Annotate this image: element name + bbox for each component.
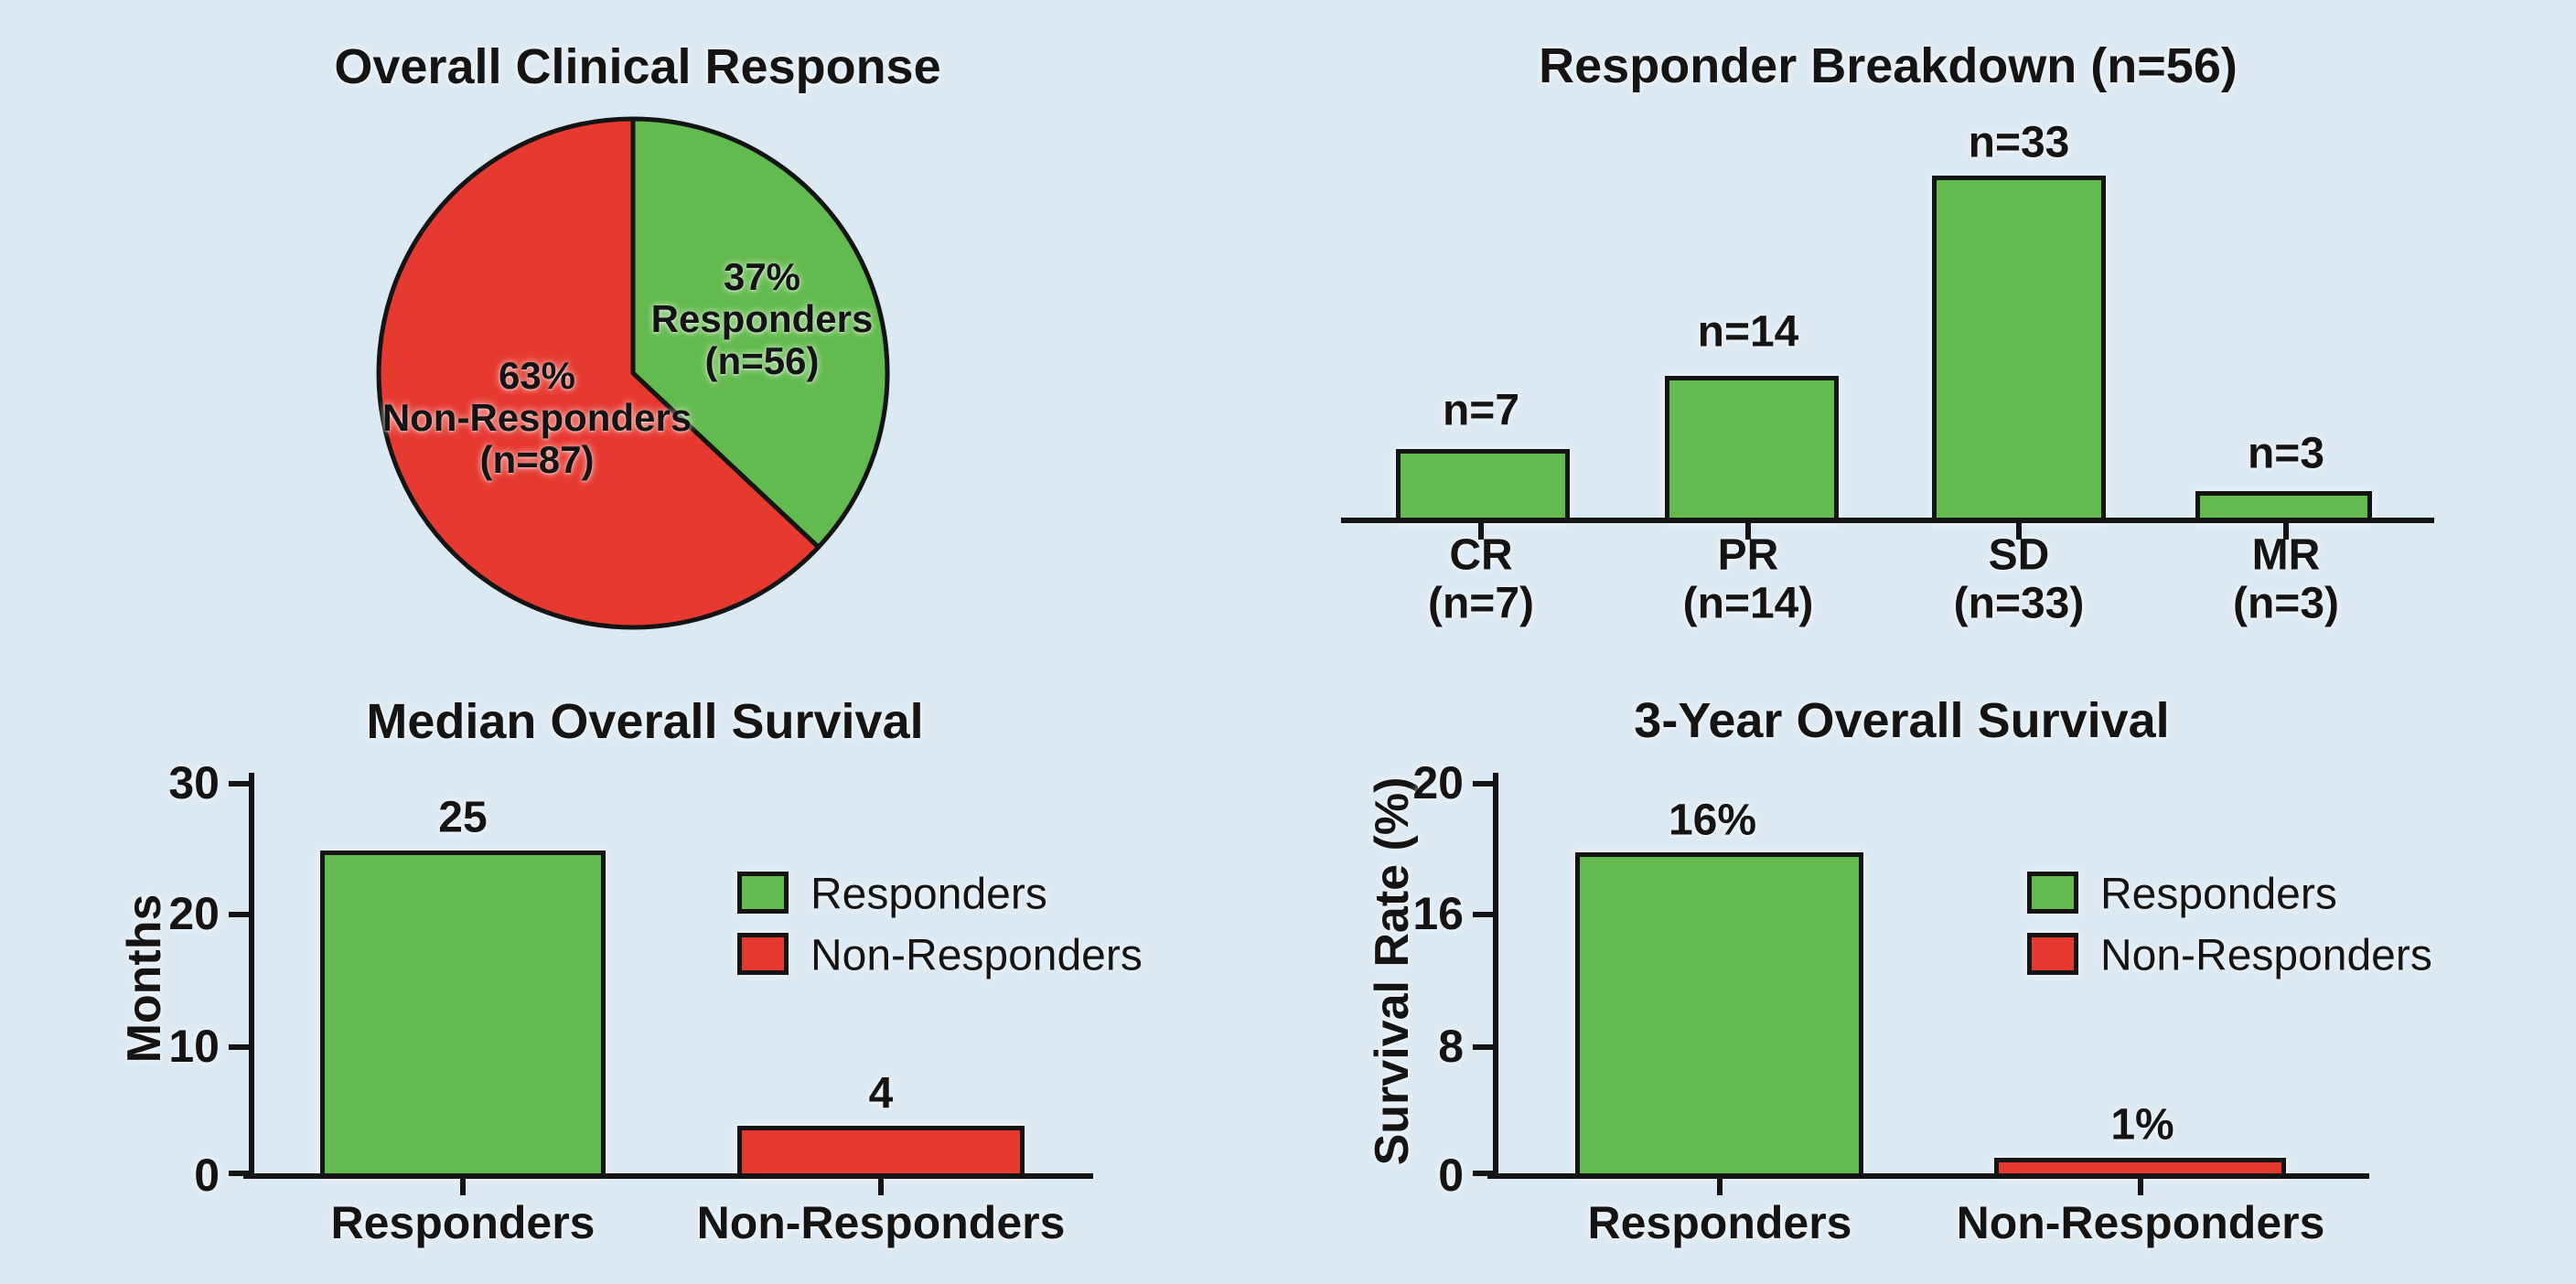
median-os-y-tick-30	[229, 781, 249, 786]
bar-responder-breakdown-sd	[1932, 176, 2106, 523]
survival3y-y-tick-label-20: 20	[1412, 757, 1464, 808]
survival3y-x-tick-non-responders	[2138, 1179, 2143, 1195]
median-os-y-tick-label-30: 30	[168, 757, 220, 808]
median-os-legend-swatch-non-responders	[737, 933, 789, 975]
pie-slice-responders	[630, 116, 890, 550]
survival3y-y-tick-label-16: 16	[1412, 888, 1464, 939]
survival3y-x-label-non-responders: Non-Responders	[1956, 1197, 2325, 1248]
pie-slice-non-responders	[376, 116, 821, 630]
pie-non-responders-percent: 63%	[498, 354, 576, 397]
pie-responders-n: (n=56)	[704, 339, 820, 382]
survival3y-x-label-responders: Responders	[1587, 1197, 1852, 1248]
median-os-legend-label-non-responders: Non-Responders	[810, 931, 1143, 980]
survival3y-y-axis	[1493, 773, 1498, 1179]
breakdown-value-label-sd: n=33	[1968, 118, 2070, 167]
survival3y-legend-swatch-responders	[2027, 872, 2078, 914]
median-os-y-tick-label-10: 10	[168, 1021, 220, 1072]
pie-slice-label-non-responders: 63% Non-Responders (n=87)	[382, 355, 692, 481]
survival3y-legend-label-responders: Responders	[2100, 870, 2337, 919]
median-os-y-tick-10	[229, 1044, 249, 1050]
survival3y-y-tick-0	[1473, 1171, 1493, 1176]
survival3y-y-tick-label-8: 8	[1438, 1021, 1464, 1072]
breakdown-value-label-pr: n=14	[1697, 307, 1799, 357]
breakdown-x-axis	[1341, 518, 2434, 523]
breakdown-x-tick-cr	[1478, 523, 1484, 540]
breakdown-cat-sd-n: (n=33)	[1953, 579, 2085, 628]
pie-chart	[376, 116, 890, 630]
pie-responders-percent: 37%	[723, 255, 801, 298]
median-os-legend-label-responders: Responders	[810, 870, 1047, 919]
bar-median-overall-survival-responders	[320, 851, 606, 1178]
median-os-x-axis	[243, 1173, 1093, 1179]
pie-chart-title: Overall Clinical Response	[334, 39, 941, 94]
survival3y-y-tick-20	[1473, 781, 1493, 786]
survival3y-y-tick-label-0: 0	[1438, 1150, 1464, 1201]
median-os-value-responders: 25	[438, 793, 488, 842]
bar-three-year-overall-survival-responders	[1575, 852, 1863, 1178]
breakdown-x-tick-mr	[2283, 523, 2289, 540]
survival3y-legend-swatch-non-responders	[2027, 933, 2078, 975]
median-os-y-axis	[249, 773, 254, 1179]
survival3y-value-responders: 16%	[1668, 796, 1757, 845]
bar-median-overall-survival-non-responders	[737, 1126, 1025, 1178]
breakdown-value-label-mr: n=3	[2247, 429, 2325, 478]
survival3y-legend-label-non-responders: Non-Responders	[2100, 931, 2432, 980]
pie-slice-label-responders: 37% Responders (n=56)	[651, 256, 874, 382]
median-os-y-tick-label-0: 0	[194, 1150, 220, 1201]
survival3y-y-tick-16	[1473, 912, 1493, 917]
median-os-legend-swatch-responders	[737, 872, 789, 914]
median-os-x-label-responders: Responders	[330, 1197, 596, 1248]
median-os-value-non-responders: 4	[868, 1069, 894, 1118]
breakdown-cat-mr-n: (n=3)	[2232, 579, 2340, 628]
survival3y-value-non-responders: 1%	[2110, 1100, 2174, 1150]
breakdown-x-tick-sd	[2016, 523, 2022, 540]
median-os-x-tick-non-responders	[878, 1179, 884, 1195]
median-os-chart-title: Median Overall Survival	[366, 694, 924, 749]
median-os-y-tick-20	[229, 912, 249, 917]
pie-responders-name: Responders	[650, 297, 874, 340]
median-os-y-tick-0	[229, 1171, 249, 1176]
survival3y-x-tick-responders	[1717, 1179, 1723, 1195]
survival3y-chart-title: 3-Year Overall Survival	[1634, 693, 2170, 748]
median-os-x-tick-responders	[460, 1179, 466, 1195]
survival3y-y-axis-label: Survival Rate (%)	[1366, 776, 1419, 1166]
survival3y-y-tick-8	[1473, 1044, 1493, 1050]
median-os-y-tick-label-20: 20	[168, 888, 220, 939]
bar-responder-breakdown-cr	[1396, 449, 1570, 523]
pie-non-responders-name: Non-Responders	[381, 396, 692, 439]
breakdown-cat-cr-n: (n=7)	[1427, 579, 1535, 628]
breakdown-chart-title: Responder Breakdown (n=56)	[1539, 38, 2238, 93]
bar-responder-breakdown-pr	[1665, 376, 1839, 523]
breakdown-x-tick-pr	[1745, 523, 1751, 540]
breakdown-value-label-cr: n=7	[1442, 386, 1520, 435]
breakdown-cat-pr-n: (n=14)	[1682, 579, 1814, 628]
survival3y-x-axis	[1487, 1173, 2369, 1179]
median-os-x-label-non-responders: Non-Responders	[696, 1197, 1066, 1248]
pie-non-responders-n: (n=87)	[479, 438, 595, 481]
